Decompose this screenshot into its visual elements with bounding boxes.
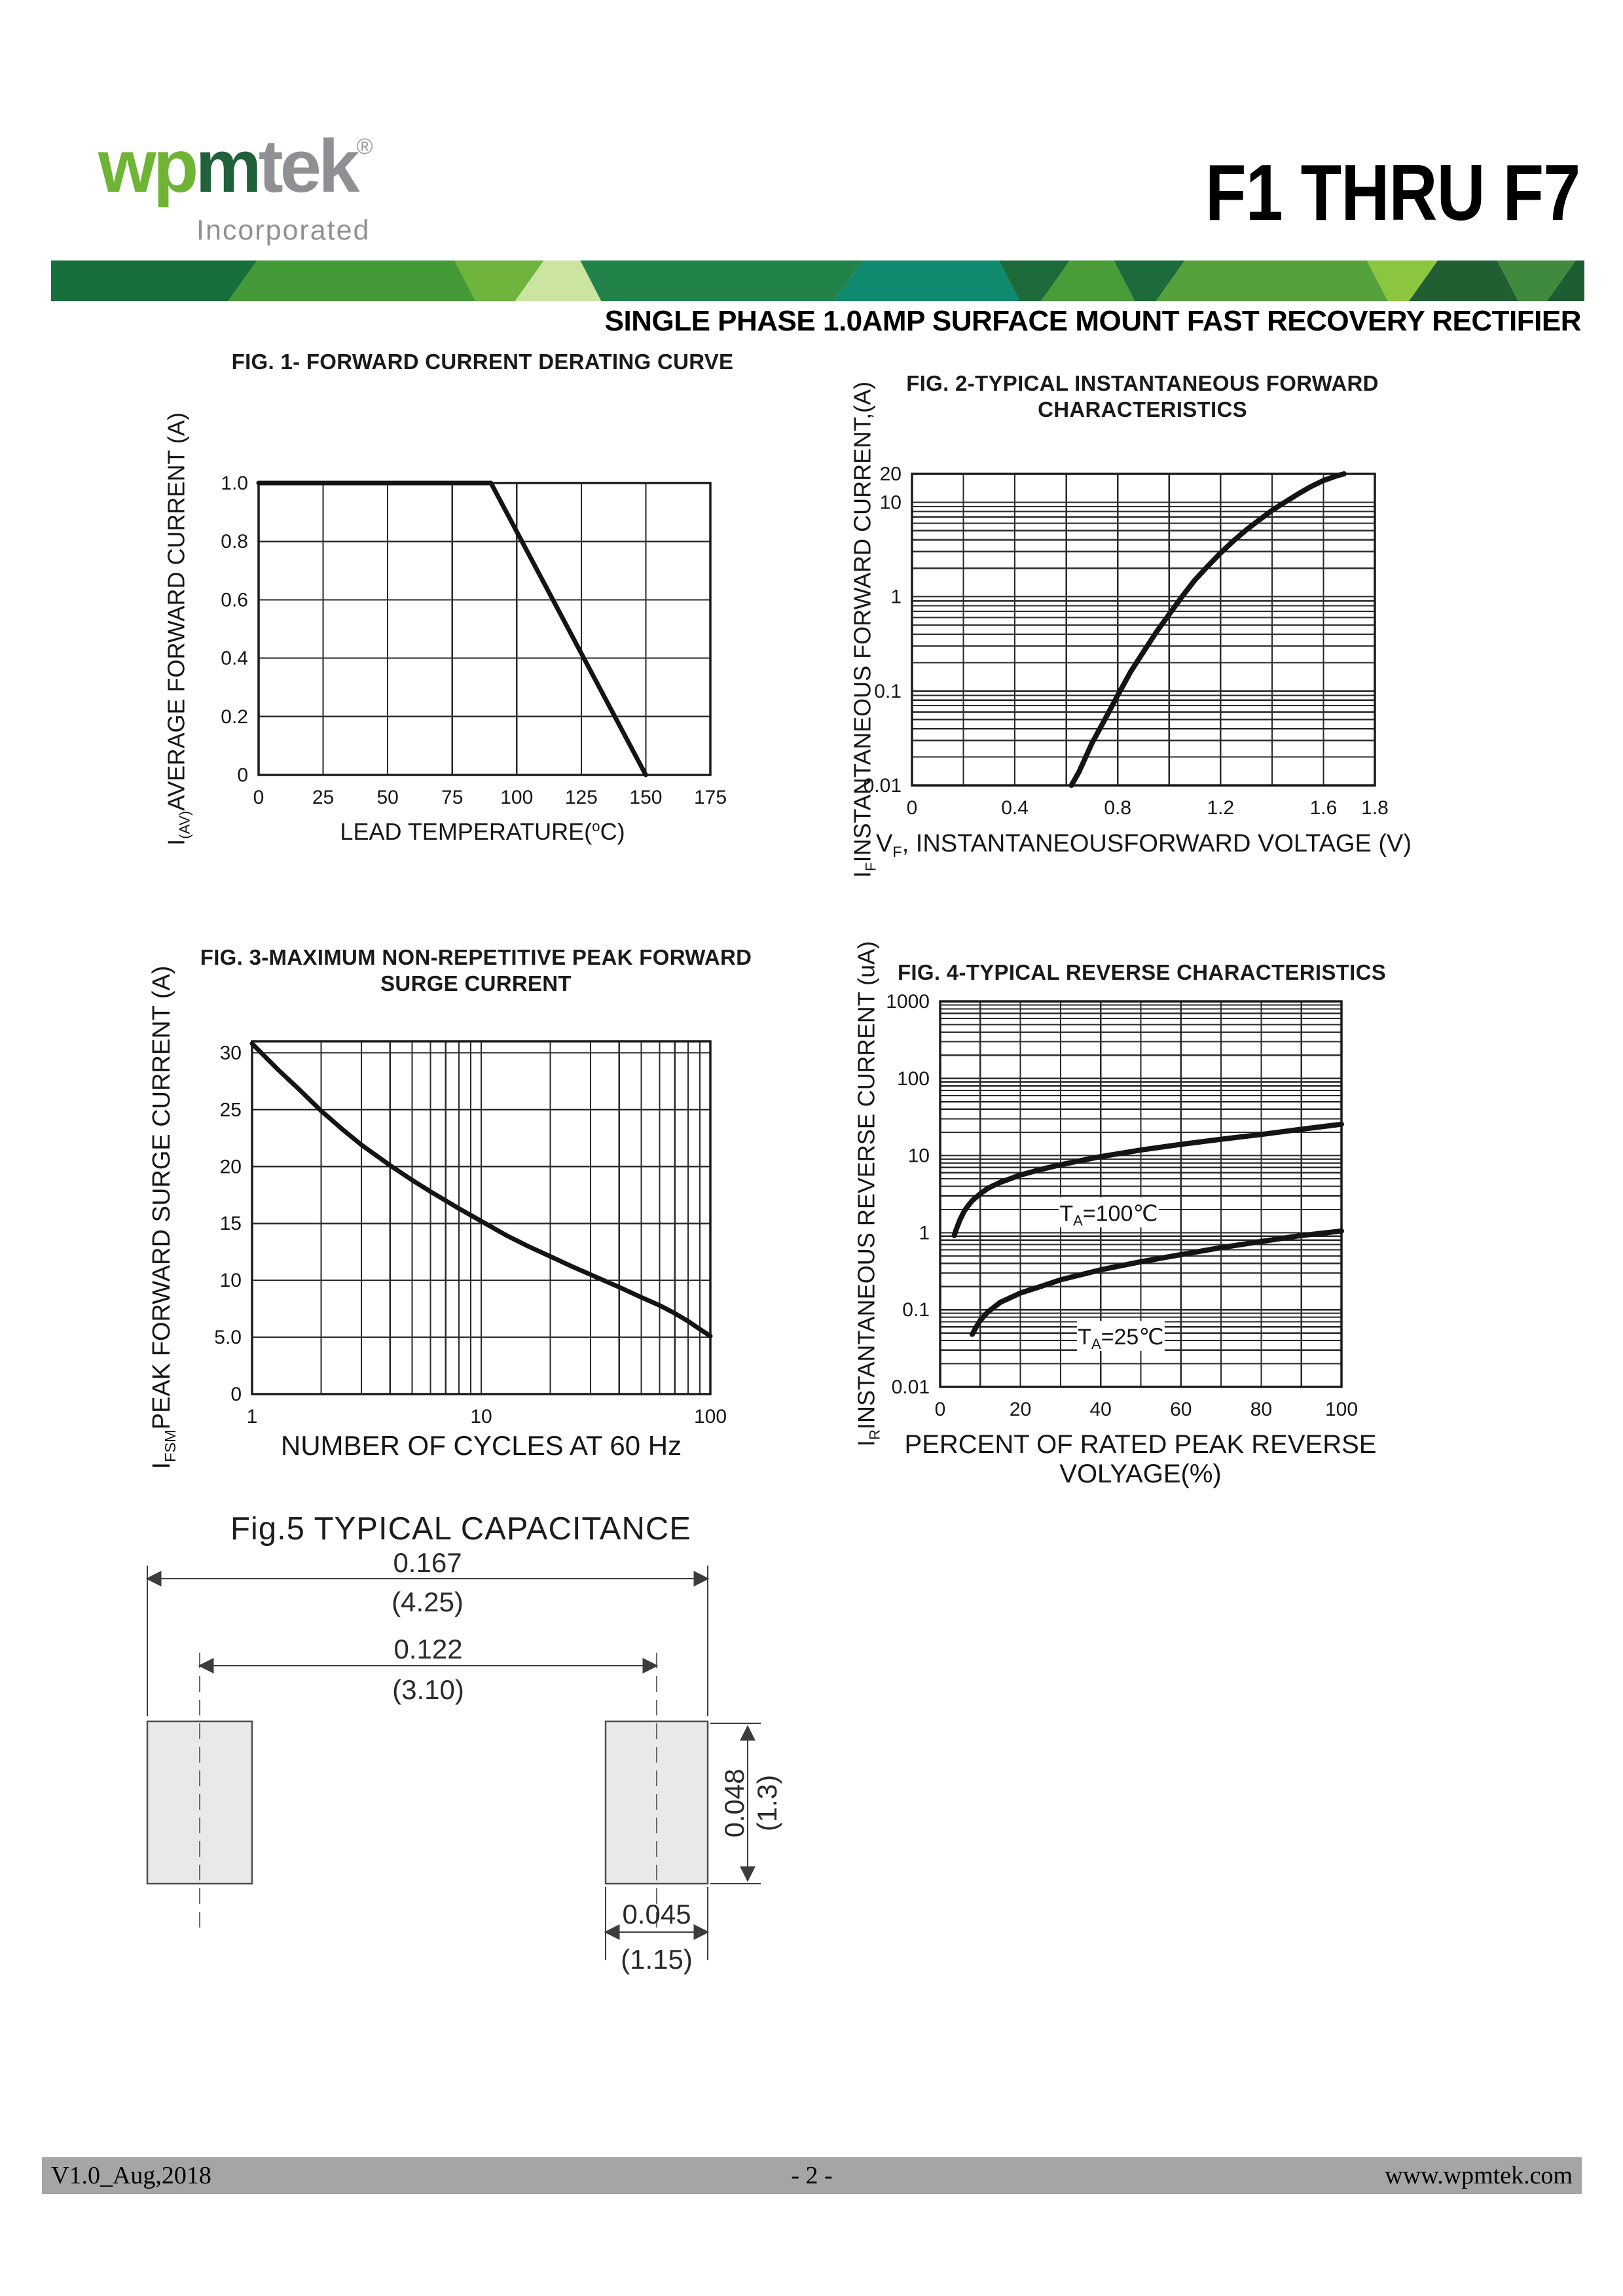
svg-text:20: 20 [880,463,902,485]
svg-text:0: 0 [907,797,918,819]
svg-text:TA=100℃: TA=100℃ [1059,1201,1158,1229]
fig3-x-axis-label: NUMBER OF CYCLES AT 60 Hz [280,1430,682,1461]
svg-text:1: 1 [890,586,902,608]
svg-text:0.01: 0.01 [892,1376,930,1398]
fig5-title: Fig.5 TYPICAL CAPACITANCE [230,1511,691,1547]
fig2-chart: 0 0.4 0.8 1.2 1.6 1.8 20 10 1 0.1 0.01 [864,463,1389,819]
svg-text:30: 30 [220,1042,242,1064]
subtitle: SINGLE PHASE 1.0AMP SURFACE MOUNT FAST R… [604,305,1582,337]
svg-text:1.8: 1.8 [1361,797,1389,819]
svg-text:0.1: 0.1 [902,1299,930,1321]
company-logo: wpmtek® [98,130,373,204]
fig4-x-axis-label: PERCENT OF RATED PEAK REVERSE VOLYAGE(%) [904,1430,1377,1488]
svg-text:1000: 1000 [886,991,930,1013]
svg-text:15: 15 [220,1213,242,1234]
svg-text:0.2: 0.2 [221,706,248,728]
svg-text:100: 100 [897,1068,930,1090]
svg-text:100: 100 [694,1406,727,1427]
dim-pitch-inch: 0.122 [393,1634,463,1664]
svg-text:1: 1 [247,1406,258,1427]
dim-pad-width-mm: (1.15) [621,1944,693,1975]
svg-text:1.2: 1.2 [1207,797,1234,819]
logo-letter-p: p [153,125,199,208]
fig2-y-axis-label: IFINSTANTANEOUS FORWARD CURRENT,(A) [848,381,879,878]
svg-text:125: 125 [565,787,598,808]
svg-text:1.6: 1.6 [1310,797,1338,819]
dim-pitch-mm: (3.10) [392,1674,464,1705]
fig5-diagram [145,1566,761,1960]
svg-text:TA=25℃: TA=25℃ [1078,1325,1163,1352]
fig4-chart: 0 20 40 60 80 100 1000 100 10 1 0.1 0.01 TA=100℃ TA=2… [886,991,1358,1420]
svg-text:100: 100 [1325,1399,1358,1420]
fig1-x-axis-label: LEAD TEMPERATURE(oC) [340,818,625,845]
svg-text:0.8: 0.8 [221,531,248,552]
footer-website: www.wpmtek.com [1385,2162,1573,2189]
logo-letter-w: w [98,125,156,208]
svg-text:0: 0 [237,764,248,786]
svg-text:0.01: 0.01 [864,775,902,797]
dim-pad-height-mm: (1.3) [752,1774,782,1832]
dim-pad-height-inch: 0.048 [719,1768,750,1838]
svg-text:20: 20 [1010,1399,1031,1420]
logo-letter-m: m [195,125,261,208]
svg-text:100: 100 [500,787,533,808]
svg-text:75: 75 [441,787,463,808]
dim-overall-mm: (4.25) [392,1587,464,1617]
svg-text:10: 10 [908,1145,930,1167]
svg-text:10: 10 [880,492,902,513]
svg-text:50: 50 [376,787,398,808]
svg-text:40: 40 [1090,1399,1112,1420]
svg-text:175: 175 [694,787,727,808]
fig2-x-axis-label: VF, INSTANTANEOUSFORWARD VOLTAGE (V) [875,830,1412,861]
svg-text:0: 0 [935,1399,946,1420]
page-title: F1 THRU F7 [1205,148,1580,237]
svg-text:1: 1 [919,1222,930,1244]
dim-overall-inch: 0.167 [393,1547,462,1578]
logo-tagline: Incorporated [196,215,371,246]
svg-text:25: 25 [220,1099,242,1121]
registered-trademark-icon: ® [356,134,373,159]
header-green-band [51,260,1584,301]
footer-version: V1.0_Aug,2018 [51,2162,211,2189]
svg-text:10: 10 [470,1406,492,1427]
fig2-title: FIG. 2-TYPICAL INSTANTANEOUS FORWARD CHAR… [906,371,1379,422]
svg-text:20: 20 [220,1156,242,1177]
svg-text:80: 80 [1250,1399,1272,1420]
fig3-chart: 1 10 100 0 5.0 10 15 20 25 30 [214,1040,727,1427]
svg-text:25: 25 [312,787,334,808]
svg-text:150: 150 [629,787,662,808]
svg-text:10: 10 [220,1270,242,1291]
fig4-title: FIG. 4-TYPICAL REVERSE CHARACTERISTICS [897,960,1387,984]
svg-text:0.4: 0.4 [1001,797,1029,819]
svg-text:60: 60 [1170,1399,1192,1420]
dim-pad-width-inch: 0.045 [622,1899,691,1929]
svg-text:0: 0 [230,1384,242,1405]
svg-text:0.8: 0.8 [1104,797,1131,819]
fig1-chart: 0 25 50 75 100 125 150 175 0 0.2 0.4 0.6 0.8 1.0 [221,473,727,808]
svg-text:0: 0 [253,787,264,808]
fig1-title: FIG. 1- FORWARD CURRENT DERATING CURVE [231,350,734,374]
svg-text:0.1: 0.1 [874,681,902,702]
svg-text:5.0: 5.0 [214,1327,242,1348]
fig3-title: FIG. 3-MAXIMUM NON-REPETITIVE PEAK FORWA… [200,945,752,996]
fig1-y-axis-label: I(AV)AVERAGE FORWARD CURRENT (A) [162,412,193,846]
footer-bar: V1.0_Aug,2018 - 2 - www.wpmtek.com [42,2157,1582,2194]
fig3-y-axis-label: IFSMPEAK FORWARD SURGE CURRENT (A) [148,965,179,1469]
svg-text:1.0: 1.0 [221,473,248,494]
fig4-y-axis-label: IRINSTANTANEOUS REVERSE CURRENT (uA) [852,941,883,1447]
logo-letters-tek: tek [258,125,360,208]
svg-text:0.4: 0.4 [221,648,248,670]
footer-page-number: - 2 - [791,2162,833,2189]
svg-text:0.6: 0.6 [221,589,248,611]
